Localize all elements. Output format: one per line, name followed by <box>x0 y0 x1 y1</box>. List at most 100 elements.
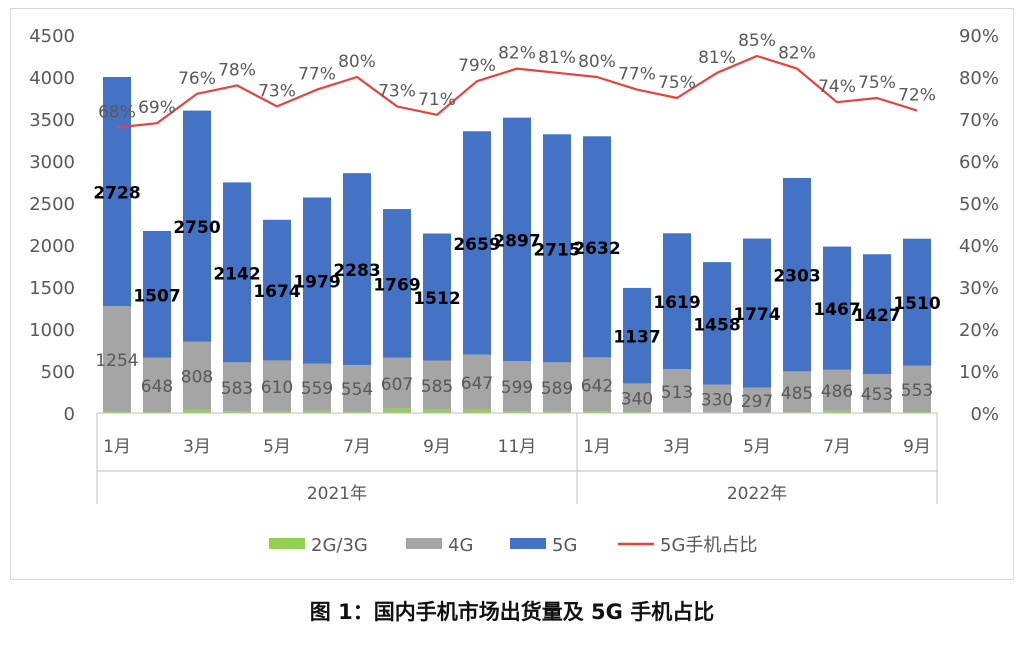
bar-4g <box>463 354 491 409</box>
legend-label: 5G手机占比 <box>660 535 757 556</box>
data-label-5g-share: 77% <box>618 65 656 85</box>
data-label-4g: 340 <box>621 390 653 410</box>
bar-4g <box>423 360 451 410</box>
data-label-5g: 1427 <box>853 306 900 326</box>
y-left-tick-label: 4000 <box>29 68 75 89</box>
y-left-tick-label: 3500 <box>29 110 75 131</box>
bar-4g <box>783 371 811 413</box>
y-left-tick-label: 1000 <box>29 320 75 341</box>
data-label-5g: 1458 <box>693 315 740 335</box>
data-label-4g: 485 <box>781 384 813 404</box>
data-label-4g: 648 <box>141 377 173 397</box>
bar-4g <box>103 306 131 412</box>
bar-4g <box>383 357 411 409</box>
data-label-5g-share: 85% <box>738 31 776 51</box>
x-tick-label: 3月 <box>663 437 691 457</box>
data-label-5g-share: 80% <box>338 52 376 72</box>
data-label-5g: 1769 <box>373 275 420 295</box>
bar-5g <box>423 233 451 361</box>
data-label-4g: 453 <box>861 385 893 405</box>
data-label-4g: 607 <box>381 375 413 395</box>
bar-4g <box>143 357 171 412</box>
bar-5g <box>663 233 691 370</box>
data-label-5g: 1619 <box>653 293 700 313</box>
bar-5g <box>143 230 171 358</box>
bar-2g3g <box>383 408 411 413</box>
x-tick-label: 7月 <box>343 437 371 457</box>
bar-4g <box>903 365 931 412</box>
data-label-4g: 808 <box>181 368 213 388</box>
data-label-5g-share: 75% <box>858 73 896 93</box>
data-label-5g: 2715 <box>533 240 580 260</box>
bar-2g3g <box>903 411 931 413</box>
bar-2g3g <box>503 411 531 413</box>
bar-5g <box>783 177 811 372</box>
bar-5g <box>343 173 371 365</box>
x-tick-label: 1月 <box>583 437 611 457</box>
data-label-4g: 1254 <box>95 351 138 371</box>
y-right-tick-label: 20% <box>959 320 999 341</box>
bar-5g <box>103 77 131 307</box>
bar-5g <box>223 182 251 363</box>
data-label-5g-share: 75% <box>658 73 696 93</box>
bar-2g3g <box>183 409 211 413</box>
data-label-4g: 589 <box>541 379 573 399</box>
x-tick-label: 3月 <box>183 437 211 457</box>
y-left-tick-label: 0 <box>64 404 75 425</box>
chart-svg: 0 500 1000 1500 2000 2500 3000 3500 4000 4500 0% 10… <box>29 26 999 556</box>
y-left-tick-label: 4500 <box>29 26 75 47</box>
legend-label: 4G <box>448 535 473 556</box>
y-right-tick-label: 60% <box>959 152 999 173</box>
data-label-5g: 2728 <box>93 184 140 204</box>
y-left-tick-label: 500 <box>41 362 75 383</box>
data-label-5g: 1674 <box>253 282 300 302</box>
legend-label: 2G/3G <box>311 535 368 556</box>
bar-2g3g <box>263 411 291 413</box>
x-year-label: 2022年 <box>727 484 787 504</box>
bar-4g <box>623 383 651 412</box>
data-label-4g: 599 <box>501 378 533 398</box>
data-label-5g-share: 82% <box>778 44 816 64</box>
legend-swatch <box>269 538 305 549</box>
y-left-tick-label: 2000 <box>29 236 75 257</box>
data-label-5g: 1512 <box>413 289 460 309</box>
data-label-5g: 2632 <box>573 239 620 259</box>
data-label-4g: 297 <box>741 392 773 412</box>
data-label-4g: 647 <box>461 374 493 394</box>
y-right-tick-label: 80% <box>959 68 999 89</box>
data-label-4g: 554 <box>341 380 373 400</box>
bar-5g <box>503 117 531 362</box>
bar-4g <box>503 361 531 412</box>
bar-5g <box>703 262 731 385</box>
bar-4g <box>303 363 331 411</box>
data-label-5g: 1979 <box>293 273 340 293</box>
y-left-tick-label: 1500 <box>29 278 75 299</box>
bar-4g <box>823 369 851 411</box>
bar-4g <box>263 360 291 412</box>
x-tick-label: 9月 <box>423 437 451 457</box>
data-label-5g-share: 69% <box>138 98 176 118</box>
bar-5g <box>543 134 571 363</box>
bar-4g <box>543 362 571 412</box>
bar-4g <box>863 374 891 413</box>
bar-2g3g <box>543 411 571 413</box>
bar-2g3g <box>303 410 331 413</box>
bar-5g <box>183 110 211 342</box>
bar-2g3g <box>103 411 131 413</box>
bar-5g <box>743 238 771 388</box>
bar-4g <box>343 364 371 412</box>
data-label-5g: 1467 <box>813 300 860 320</box>
data-label-5g-share: 81% <box>538 48 576 68</box>
data-label-5g: 2659 <box>453 235 500 255</box>
data-label-4g: 513 <box>661 383 693 403</box>
data-label-4g: 486 <box>821 382 853 402</box>
data-label-5g-share: 72% <box>898 86 936 106</box>
legend-label: 5G <box>552 535 577 556</box>
bar-5g <box>583 136 611 358</box>
bar-5g <box>823 246 851 370</box>
bar-2g3g <box>623 411 651 413</box>
bar-2g3g <box>823 410 851 413</box>
bar-4g <box>663 369 691 413</box>
data-label-5g-share: 73% <box>378 81 416 101</box>
data-label-5g: 2750 <box>173 218 220 238</box>
